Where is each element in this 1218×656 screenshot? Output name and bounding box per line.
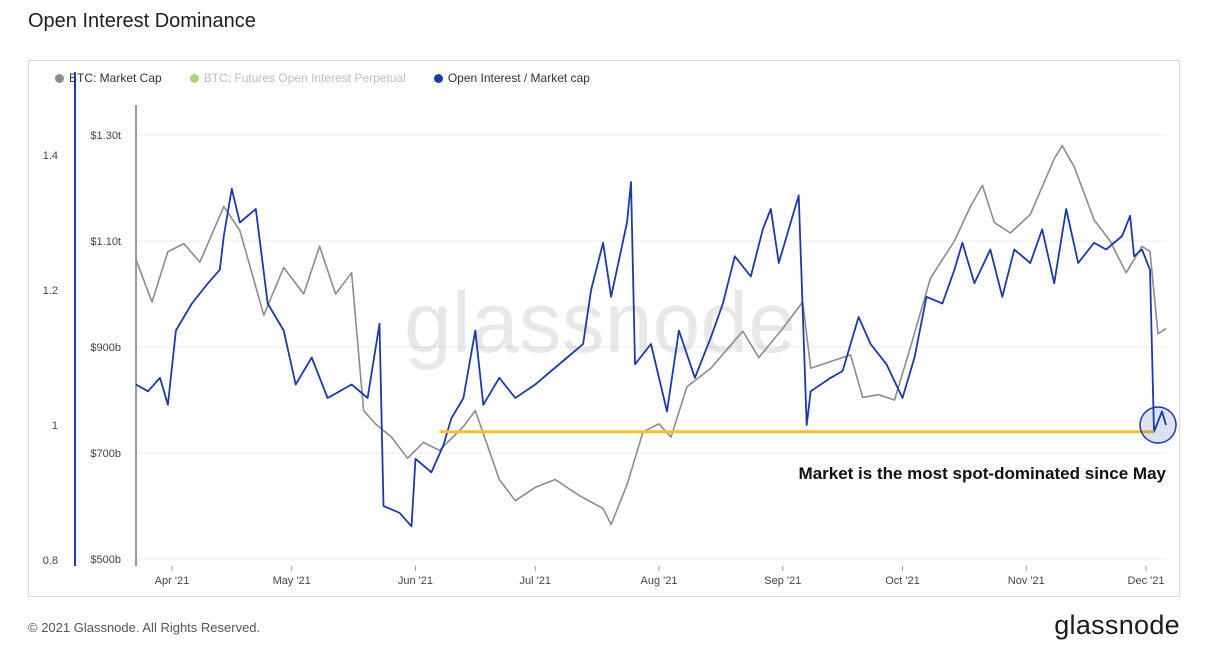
page-title: Open Interest Dominance — [28, 10, 256, 32]
series-line-oi-ratio — [135, 181, 1167, 528]
x-tick-label: Apr '21 — [155, 575, 190, 587]
annotation-text: Market is the most spot-dominated since … — [799, 464, 1167, 483]
legend-item-futures-oi[interactable]: BTC: Futures Open Interest Perpetual — [189, 71, 406, 85]
x-tick-label: Jul '21 — [519, 575, 550, 587]
highlight-circle — [1139, 406, 1177, 444]
x-tick-label: Sep '21 — [764, 575, 801, 587]
y-right-tick-label: $900b — [90, 342, 121, 354]
chart-legend: BTC: Market Cap BTC: Futures Open Intere… — [55, 71, 590, 85]
y-right-tick-label: $1.30t — [90, 130, 121, 142]
glassnode-logo[interactable]: glassnode — [1054, 610, 1180, 640]
x-tick-label: Aug '21 — [641, 575, 678, 587]
x-tick-label: Dec '21 — [1128, 575, 1165, 587]
y-right-tick-label: $1.10t — [90, 236, 121, 248]
legend-label-futures-oi: BTC: Futures Open Interest Perpetual — [203, 71, 406, 85]
y-left-tick-label: 0.8 — [43, 555, 58, 567]
legend-dot-oi-ratio — [433, 73, 443, 83]
copyright-text: © 2021 Glassnode. All Rights Reserved. — [28, 620, 261, 635]
y-left-tick-label: 1.4 — [43, 150, 58, 162]
x-tick-label: Jun '21 — [398, 575, 433, 587]
y-left-tick-label: 1.2 — [43, 285, 58, 297]
x-tick-label: May '21 — [273, 575, 311, 587]
x-tick-label: Nov '21 — [1008, 575, 1045, 587]
legend-label-market-cap: BTC: Market Cap — [69, 71, 162, 85]
legend-dot-market-cap — [55, 73, 64, 83]
y-right-tick-label: $700b — [90, 448, 121, 460]
y-left-tick-label: 1 — [52, 420, 58, 432]
legend-item-market-cap[interactable]: BTC: Market Cap — [55, 71, 162, 85]
legend-dot-futures-oi — [189, 73, 199, 83]
chart-panel — [28, 60, 1180, 597]
legend-item-oi-ratio[interactable]: Open Interest / Market cap — [433, 71, 590, 85]
x-tick-label: Oct '21 — [885, 575, 920, 587]
legend-label-oi-ratio: Open Interest / Market cap — [447, 71, 590, 85]
watermark-text: glassnode — [404, 275, 796, 371]
y-right-tick-label: $500b — [90, 554, 121, 566]
